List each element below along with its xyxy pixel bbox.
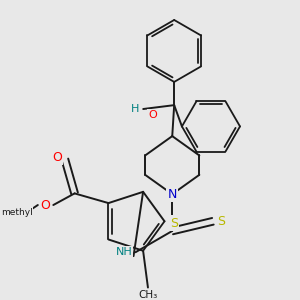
- Text: H: H: [131, 104, 140, 114]
- Text: NH: NH: [116, 247, 132, 257]
- Text: CH₃: CH₃: [138, 290, 158, 300]
- Text: O: O: [40, 199, 50, 212]
- Text: N: N: [168, 188, 177, 201]
- Text: S: S: [170, 217, 178, 230]
- Text: S: S: [217, 215, 225, 228]
- Text: O: O: [52, 151, 62, 164]
- Text: methyl: methyl: [1, 208, 32, 217]
- Text: O: O: [148, 110, 157, 120]
